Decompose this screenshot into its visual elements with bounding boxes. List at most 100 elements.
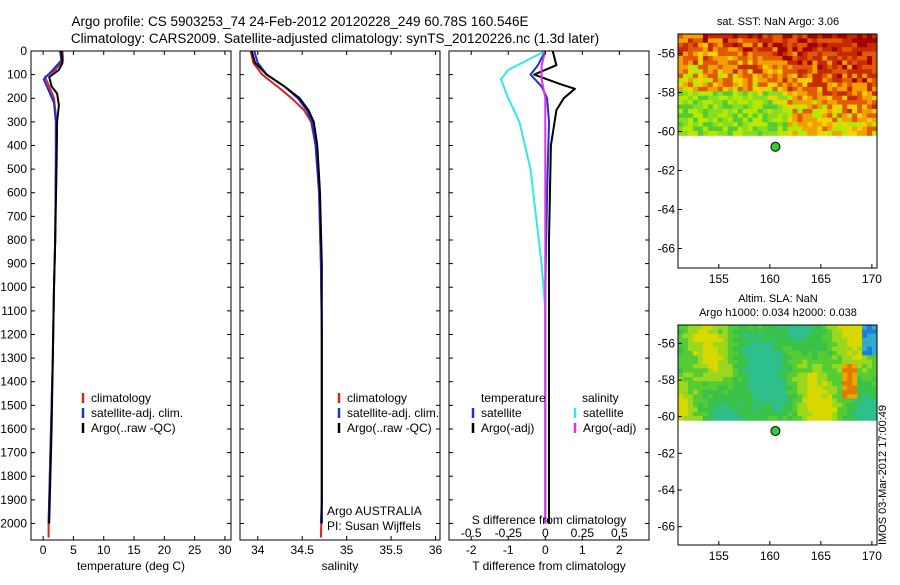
heatmap-cell xyxy=(697,91,704,97)
heatmap-cell xyxy=(687,56,694,61)
y-tick-label: 700 xyxy=(7,209,27,223)
heatmap-cell xyxy=(692,47,699,53)
heatmap-cell xyxy=(697,355,704,361)
heatmap-cell xyxy=(872,351,878,356)
heatmap-cell xyxy=(872,100,878,105)
heatmap-cell xyxy=(687,38,694,44)
heatmap-cell xyxy=(792,117,798,123)
heatmap-cell xyxy=(752,416,759,421)
heatmap-cell xyxy=(702,381,709,387)
heatmap-cell xyxy=(857,113,863,119)
heatmap-cell xyxy=(737,60,744,66)
series-line-t-argo-adj- xyxy=(533,50,576,524)
heatmap-cell xyxy=(712,381,719,387)
heatmap-cell xyxy=(847,117,853,123)
heatmap-cell xyxy=(777,117,783,123)
heatmap-cell xyxy=(807,377,813,382)
heatmap-cell xyxy=(862,372,868,378)
heatmap-cell xyxy=(712,368,719,374)
heatmap-cell xyxy=(747,355,754,361)
heatmap-cell xyxy=(812,51,818,57)
heatmap-cell xyxy=(752,338,759,343)
heatmap-cell xyxy=(722,34,729,39)
x-axis-label: salinity xyxy=(322,559,359,573)
heatmap-cell xyxy=(832,86,838,92)
heatmap-cell xyxy=(697,73,704,79)
series-line-argo-raw-qc- xyxy=(48,50,64,524)
heatmap-cell xyxy=(757,372,763,378)
heatmap-cell xyxy=(752,381,759,387)
heatmap-cell xyxy=(867,342,873,348)
heatmap-cell xyxy=(847,342,853,348)
heatmap-cell xyxy=(737,364,744,369)
heatmap-cell xyxy=(847,104,853,110)
y-tick-label: 300 xyxy=(7,115,27,129)
heatmap-cell xyxy=(727,56,734,61)
heatmap-cell xyxy=(792,359,798,365)
heatmap-cell xyxy=(742,333,749,339)
heatmap-cell xyxy=(832,108,838,114)
heatmap-cell xyxy=(797,42,803,48)
heatmap-cell xyxy=(722,38,729,44)
heatmap-cell xyxy=(857,78,863,83)
heatmap-cell xyxy=(767,51,773,57)
heatmap-cell xyxy=(682,368,689,374)
heatmap-cell xyxy=(822,403,828,408)
heatmap-cell xyxy=(747,407,754,413)
heatmap-cell xyxy=(772,108,778,114)
heatmap-cell xyxy=(872,130,878,136)
heatmap-cell xyxy=(702,325,709,330)
heatmap-cell xyxy=(822,100,828,105)
heatmap-cell xyxy=(702,64,709,70)
legend-label: Argo(-adj) xyxy=(583,421,636,435)
heatmap-cell xyxy=(852,346,858,352)
heatmap-cell xyxy=(872,86,878,92)
heatmap-cell xyxy=(862,34,868,39)
heatmap-cell xyxy=(712,69,719,75)
heatmap-cell xyxy=(842,394,848,400)
heatmap-cell xyxy=(742,130,749,136)
heatmap-cell xyxy=(707,122,714,127)
heatmap-cell xyxy=(787,108,793,114)
heatmap-cell xyxy=(722,394,729,400)
heatmap-cell xyxy=(762,122,768,127)
heatmap-cell xyxy=(717,390,724,395)
heatmap-cell xyxy=(872,359,878,365)
heatmap-cell xyxy=(847,47,853,53)
heatmap-cell xyxy=(792,329,798,335)
heatmap-cell xyxy=(682,73,689,79)
heatmap-cell xyxy=(752,78,759,83)
heatmap-cell xyxy=(792,69,798,75)
heatmap-cell xyxy=(682,390,689,395)
heatmap-cell xyxy=(702,104,709,110)
heatmap-cell xyxy=(737,108,744,114)
heatmap-cell xyxy=(857,351,863,356)
heatmap-cell xyxy=(682,42,689,48)
heatmap-cell xyxy=(678,364,684,369)
y-tick-label: 1600 xyxy=(0,422,27,436)
heatmap-cell xyxy=(747,113,754,119)
heatmap-cell xyxy=(792,346,798,352)
heatmap-cell xyxy=(727,34,734,39)
series-line-climatology xyxy=(249,50,323,538)
heatmap-cell xyxy=(767,122,773,127)
y-tick-label: 0 xyxy=(20,44,27,58)
heatmap-cell xyxy=(817,69,823,75)
heatmap-cell xyxy=(812,364,818,369)
heatmap-cell xyxy=(872,117,878,123)
heatmap-cell xyxy=(742,91,749,97)
heatmap-cell xyxy=(762,333,768,339)
heatmap-cell xyxy=(697,346,704,352)
title-line-1: Argo profile: CS 5903253_74 24-Feb-2012 … xyxy=(71,14,528,29)
heatmap-cell xyxy=(842,86,848,92)
heatmap-cell xyxy=(812,42,818,48)
heatmap-cell xyxy=(847,108,853,114)
heatmap-cell xyxy=(722,104,729,110)
heatmap-cell xyxy=(857,42,863,48)
heatmap-cell xyxy=(817,338,823,343)
heatmap-cell xyxy=(747,122,754,127)
heatmap-cell xyxy=(752,351,759,356)
heatmap-cell xyxy=(827,95,833,101)
heatmap-cell xyxy=(797,34,803,39)
heatmap-cell xyxy=(722,398,729,404)
